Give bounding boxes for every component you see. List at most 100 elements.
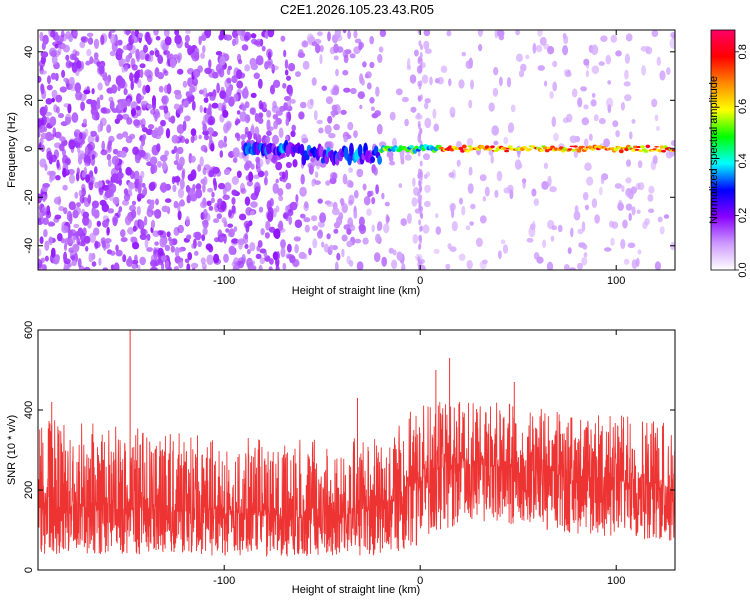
spectrogram-cell [69,53,75,61]
x-tick-label: -100 [213,275,235,287]
spectrogram-cell [375,86,380,97]
spectrogram-cell [404,154,412,161]
spectrogram-cell [129,133,136,140]
spectrogram-cell [258,206,264,213]
spectrogram-cell [551,225,558,231]
signal-track-cell [502,146,508,150]
spectrogram-cell [591,44,599,56]
spectrogram-cell [358,216,365,227]
spectrogram-cell [479,260,487,270]
spectrogram-cell [71,112,79,123]
spectrogram-cell [109,30,116,33]
spectrogram-cell [241,30,246,37]
spectrogram-cell [249,57,257,67]
spectrogram-cell [491,125,500,136]
spectrogram-cell [202,123,207,133]
spectrogram-cell [63,242,68,251]
spectrogram-cell [227,65,232,71]
spectrogram-cell [552,81,558,92]
spectrogram-cell [303,217,311,223]
spectrogram-cell [300,213,306,219]
spectrogram-cell [195,183,202,191]
spectrogram-cell [494,190,499,198]
spectrogram-cell [127,227,134,235]
spectrogram-cell [65,60,73,69]
spectrogram-cell [265,220,271,231]
spectrogram-cell [466,137,474,147]
signal-track-cell [458,147,464,150]
spectrogram-cell [234,35,239,45]
spectrogram-cell [599,118,606,125]
spectrogram-cell [54,31,59,43]
spectrogram-cell [343,54,349,64]
spectrogram-cell [385,214,389,225]
spectrogram-cell [623,81,631,87]
spectrogram-cell [216,213,222,220]
spectrogram-cell [76,236,80,245]
spectrogram-cell [41,118,45,125]
spectrogram-cell [170,115,176,124]
spectrogram-cell [169,239,174,247]
spectrogram-cell [500,239,506,245]
spectrogram-cell [181,170,185,180]
spectrogram-cell [654,261,661,270]
x-tick-label: 0 [417,275,423,287]
spectrogram-cell [134,120,141,129]
spectrogram-cell [95,134,100,143]
signal-track-cell [504,149,509,153]
spectrogram-cell [214,237,220,243]
spectrogram-cell [107,208,114,214]
signal-track-cell [613,147,619,152]
spectrogram-cell [54,43,59,49]
spectrogram-cell [244,64,251,72]
spectrogram-cell [272,134,279,145]
spectrogram-cell [63,264,70,270]
spectrogram-cell [417,191,421,198]
spectrogram-cell [417,95,421,102]
spectrogram-cell [421,74,429,84]
spectrogram-cell [283,213,288,219]
spectrogram-cell [282,262,287,270]
spectrogram-cell [130,209,137,219]
spectrogram-cell [83,155,91,165]
spectrogram-cell [340,109,347,115]
signal-track-cell [439,146,444,149]
spectrogram-cell [179,156,185,167]
spectrogram-cell [630,186,637,194]
spectrogram-cell [72,243,80,253]
spectrogram-cell [39,31,44,42]
spectrogram-cell [335,68,339,77]
signal-track-cell [539,149,545,152]
spectrogram-cell [232,264,240,270]
spectrogram-cell [359,104,363,110]
spectrogram-cell [48,155,53,165]
spectrogram-cell [287,243,292,253]
spectrogram-cell [137,78,142,89]
spectrogram-cell [55,94,63,103]
spectrogram-cell [583,138,589,147]
spectrogram-cell [389,111,396,121]
spectrogram-cell [449,106,456,117]
spectrogram-cell [435,226,441,235]
spectrogram-cell [106,226,110,236]
spectrogram-cell [41,89,47,100]
spectrogram-cell [300,174,305,185]
spectrogram-cell [429,76,433,86]
spectrogram-cell [225,86,232,98]
spectrogram-cell [146,247,154,252]
spectrogram-cell [285,117,290,126]
spectrogram-cell [655,126,661,131]
spectrogram-cell [85,174,90,183]
spectrogram-cell [336,216,343,226]
spectrogram-cell [623,258,630,265]
spectrogram-cell [314,171,319,179]
spectrogram-cell [172,184,177,193]
spectrogram-cell [244,35,249,42]
colorbar: 0.0 0.2 0.4 0.6 0.8 Normalized spectral ampl… [708,29,749,278]
spectrogram-cell [371,164,377,174]
spectrogram-cell [353,210,358,219]
signal-track-cell [618,149,624,154]
spectrogram-cell [400,158,405,165]
spectrogram-cell [60,30,65,38]
spectrogram-cell [40,51,49,58]
